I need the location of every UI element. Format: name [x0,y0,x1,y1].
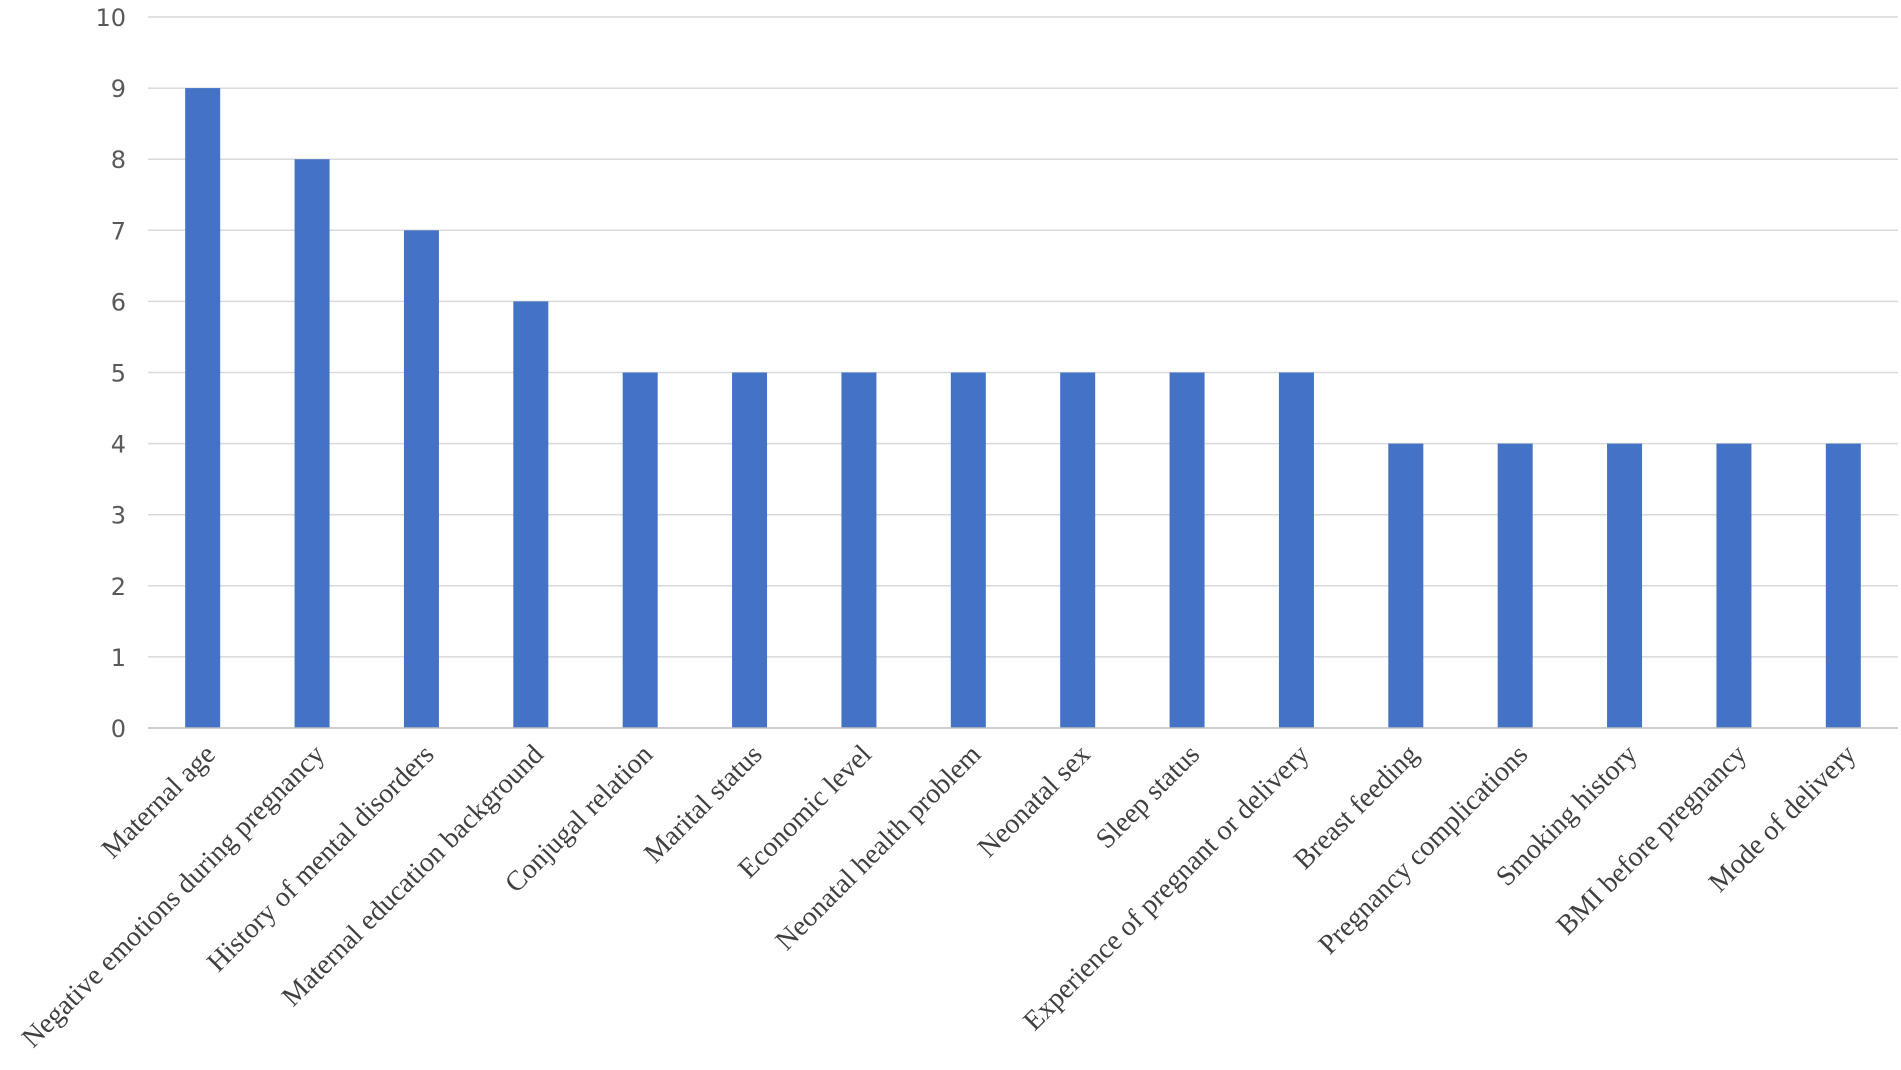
bar [1388,443,1424,728]
bar [185,88,221,729]
bar [950,372,986,728]
x-tick-label: History of mental disorders [201,739,440,978]
bar [294,159,330,728]
bar [1278,372,1314,728]
bar [732,372,768,728]
y-tick-label: 2 [111,573,126,601]
y-tick-label: 9 [111,75,126,103]
x-tick-label: Neonatal health problem [770,739,988,957]
y-tick-label: 1 [111,644,126,672]
x-tick-label: Neonatal sex [972,739,1097,864]
bar [1169,372,1205,728]
bar [403,230,439,729]
y-tick-labels: 0 1 2 3 4 5 6 7 8 9 10 [95,4,126,743]
y-tick-label: 7 [111,217,126,245]
y-tick-label: 8 [111,146,126,174]
bar [513,301,549,728]
x-tick-label: Pregnancy complications [1313,739,1535,961]
bar [1060,372,1096,728]
y-tick-label: 6 [111,288,126,316]
bar [1825,443,1861,728]
bar [1497,443,1533,728]
bar [622,372,658,728]
y-tick-label: 10 [95,4,126,32]
y-tick-label: 4 [111,431,126,459]
y-tick-label: 5 [111,360,126,388]
bars [185,88,1861,729]
gridlines [148,16,1898,658]
bar [1716,443,1752,728]
y-tick-label: 3 [111,502,126,530]
x-tick-label: Sleep status [1090,739,1206,855]
x-tick-label: BMI before pregnancy [1551,739,1753,941]
y-tick-label: 0 [111,715,126,743]
bar [841,372,877,728]
bar [1607,443,1643,728]
